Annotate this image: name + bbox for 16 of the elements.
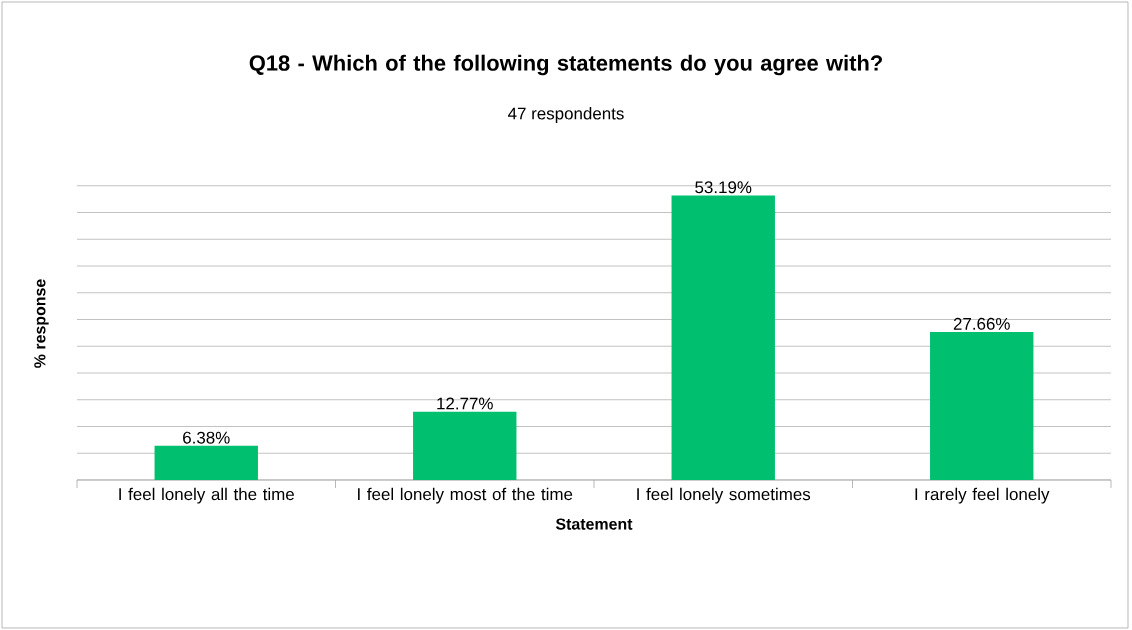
data-label: 6.38%	[183, 431, 230, 444]
data-label: 53.19%	[695, 181, 752, 194]
chart-subtitle: 47 respondents	[508, 107, 624, 123]
bar	[154, 445, 258, 480]
x-tick-label: I feel lonely sometimes	[637, 487, 811, 504]
bar	[671, 195, 775, 480]
y-axis-title: % response	[34, 279, 49, 368]
x-tick-label: I rarely feel lonely	[915, 487, 1050, 504]
chart-title: Q18 - Which of the following statements do you agree with?	[249, 54, 882, 76]
data-label: 12.77%	[437, 397, 493, 410]
data-label: 27.66%	[953, 317, 1010, 330]
x-axis-title: Statement	[555, 518, 633, 530]
x-tick-label: I feel lonely most of the time	[358, 487, 573, 504]
bar	[413, 411, 517, 480]
bar	[930, 332, 1034, 480]
x-tick-label: I feel lonely all the time	[119, 487, 294, 504]
